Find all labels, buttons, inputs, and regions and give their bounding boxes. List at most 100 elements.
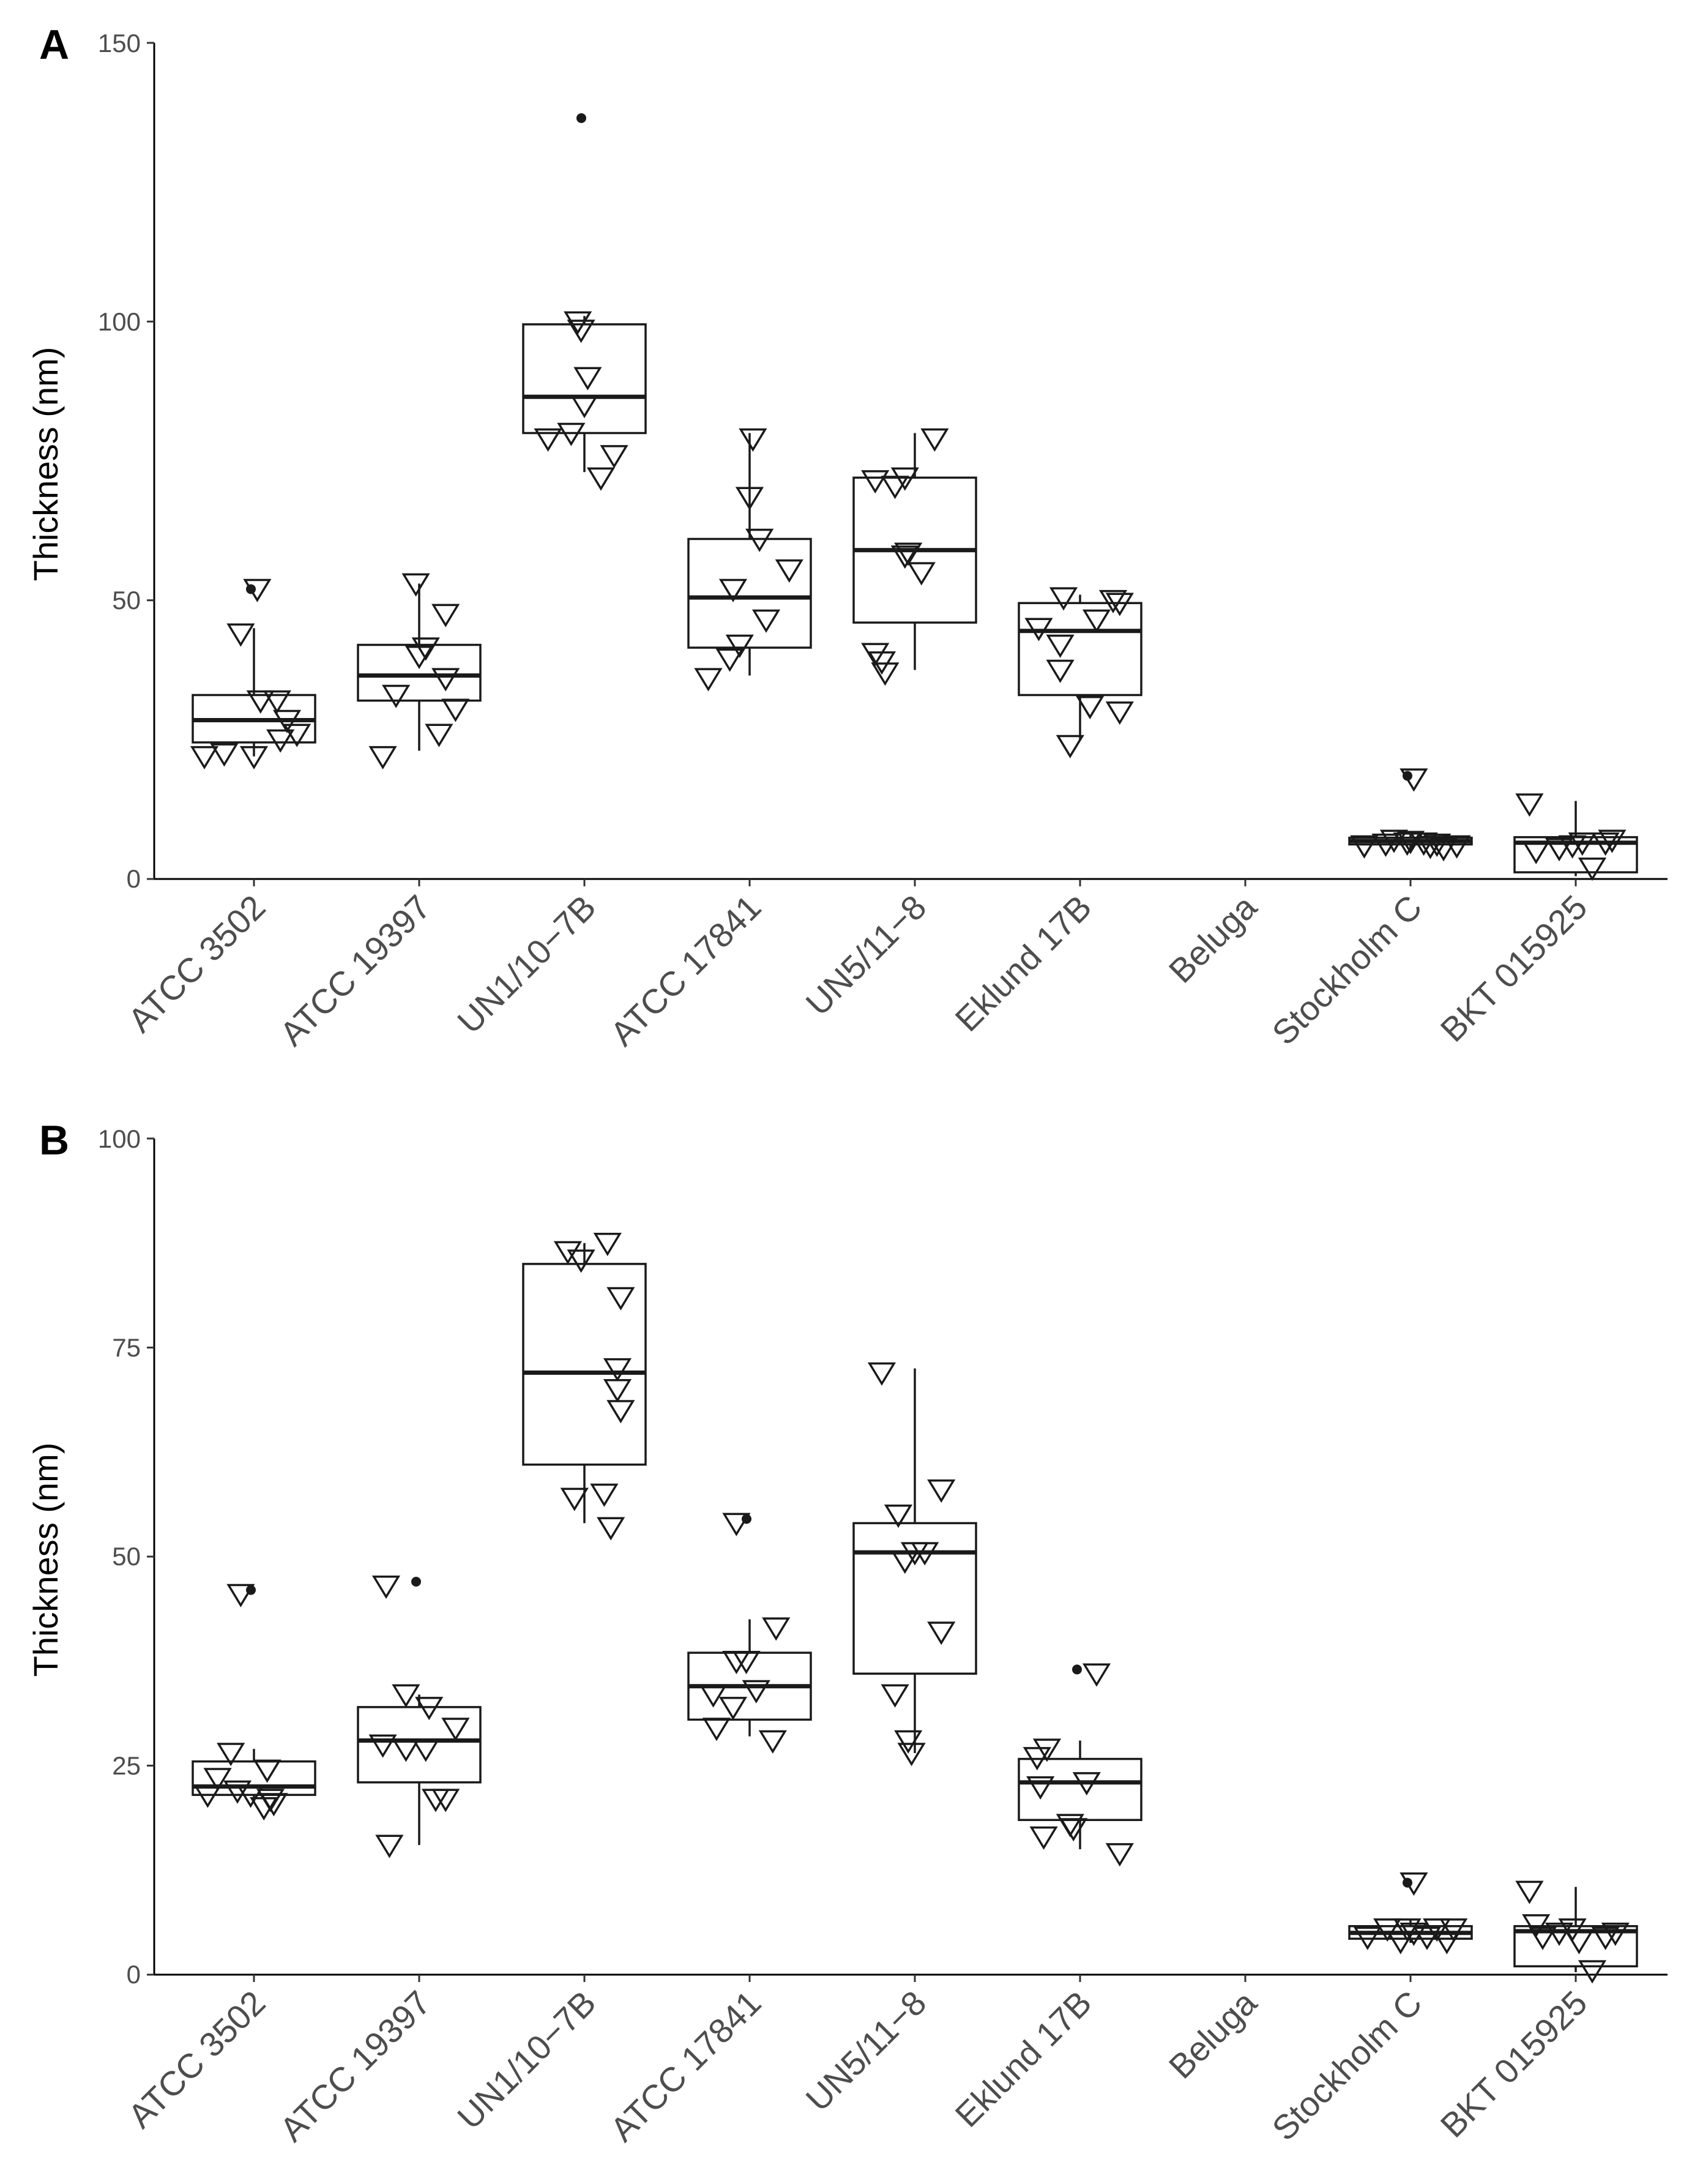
data-point xyxy=(253,1759,281,1783)
data-point xyxy=(699,1684,728,1708)
data-point xyxy=(867,1362,896,1386)
data-point xyxy=(1412,1926,1442,1950)
data-point xyxy=(1399,1872,1428,1896)
data-point xyxy=(411,1738,440,1762)
data-point xyxy=(266,729,295,753)
data-point xyxy=(1558,1918,1587,1942)
box xyxy=(687,537,812,649)
data-point xyxy=(1082,1663,1111,1687)
y-tick-label: 100 xyxy=(98,1124,141,1153)
data-point xyxy=(1515,1880,1544,1904)
data-point xyxy=(890,467,919,491)
data-point xyxy=(431,1789,460,1812)
y-tick-label: 25 xyxy=(112,1751,141,1780)
y-tick-label: 50 xyxy=(112,586,141,615)
data-point xyxy=(715,648,744,672)
data-point xyxy=(1578,858,1607,881)
data-point xyxy=(1423,1918,1452,1942)
data-point xyxy=(431,668,460,692)
data-point xyxy=(226,623,255,647)
data-point xyxy=(560,1487,589,1511)
data-point xyxy=(762,1617,791,1641)
data-point xyxy=(894,542,923,566)
data-point xyxy=(1046,634,1075,658)
data-point xyxy=(603,1379,632,1403)
data-point xyxy=(1442,835,1471,859)
data-point xyxy=(775,559,803,583)
data-point xyxy=(1528,1926,1557,1950)
data-point xyxy=(1072,1772,1101,1796)
data-point xyxy=(392,1738,420,1762)
data-point xyxy=(1049,587,1078,611)
data-point xyxy=(1350,835,1379,859)
data-point xyxy=(375,1834,404,1858)
data-point xyxy=(1386,1931,1415,1954)
data-point xyxy=(190,746,219,770)
data-point xyxy=(226,1584,255,1607)
data-point xyxy=(246,690,275,714)
data-point xyxy=(1399,768,1428,792)
data-point xyxy=(586,467,616,491)
data-point xyxy=(570,395,599,419)
data-point xyxy=(368,1734,397,1758)
data-point xyxy=(1393,1918,1422,1942)
y-tick-label: 75 xyxy=(112,1333,141,1362)
data-point xyxy=(735,487,764,510)
data-point xyxy=(1105,701,1134,725)
data-point xyxy=(1429,838,1458,862)
data-point xyxy=(553,1241,583,1265)
y-tick-label: 150 xyxy=(98,29,141,58)
data-point xyxy=(1601,1922,1630,1947)
data-point xyxy=(1105,593,1134,616)
data-point xyxy=(732,1651,761,1675)
y-tick-label: 50 xyxy=(112,1542,141,1571)
data-point xyxy=(567,1249,595,1273)
data-point xyxy=(239,746,269,770)
data-point xyxy=(694,668,723,692)
data-point xyxy=(382,684,411,708)
data-point xyxy=(894,1730,923,1754)
data-point xyxy=(590,1483,619,1507)
data-point xyxy=(263,690,291,714)
box xyxy=(357,643,482,702)
data-point xyxy=(606,1400,635,1424)
data-point xyxy=(1433,1931,1461,1954)
data-point xyxy=(1056,735,1084,758)
data-point xyxy=(441,1718,470,1741)
data-point xyxy=(718,1697,748,1721)
data-point xyxy=(564,311,592,335)
data-point xyxy=(1032,1738,1062,1762)
data-point xyxy=(1076,695,1105,720)
data-point xyxy=(751,609,781,633)
data-point xyxy=(1515,793,1544,817)
data-point xyxy=(597,1517,625,1541)
data-point xyxy=(401,573,430,597)
data-point xyxy=(758,1730,787,1754)
data-point xyxy=(861,470,890,494)
data-point xyxy=(259,1793,288,1817)
data-point xyxy=(725,634,754,658)
data-point xyxy=(431,604,460,627)
y-tick-label: 100 xyxy=(98,307,141,336)
data-point xyxy=(742,1680,770,1703)
data-point xyxy=(1565,1931,1593,1954)
box xyxy=(522,1263,647,1466)
outlier-point xyxy=(411,1576,421,1587)
data-point xyxy=(1029,1826,1058,1850)
box xyxy=(1018,1757,1142,1822)
y-tick-labels-a: 0 50 100 150 xyxy=(98,29,141,893)
data-point xyxy=(1578,1960,1607,1984)
data-point xyxy=(1393,832,1422,856)
data-point xyxy=(927,1621,956,1645)
data-point xyxy=(1423,833,1452,858)
data-point xyxy=(920,428,949,452)
data-point xyxy=(739,428,767,452)
data-point xyxy=(573,367,602,391)
y-tick-label: 0 xyxy=(127,1960,141,1989)
data-point xyxy=(243,578,272,602)
data-point xyxy=(927,1479,956,1503)
data-point xyxy=(1046,659,1075,683)
data-point xyxy=(567,320,595,343)
data-point xyxy=(1024,618,1053,641)
